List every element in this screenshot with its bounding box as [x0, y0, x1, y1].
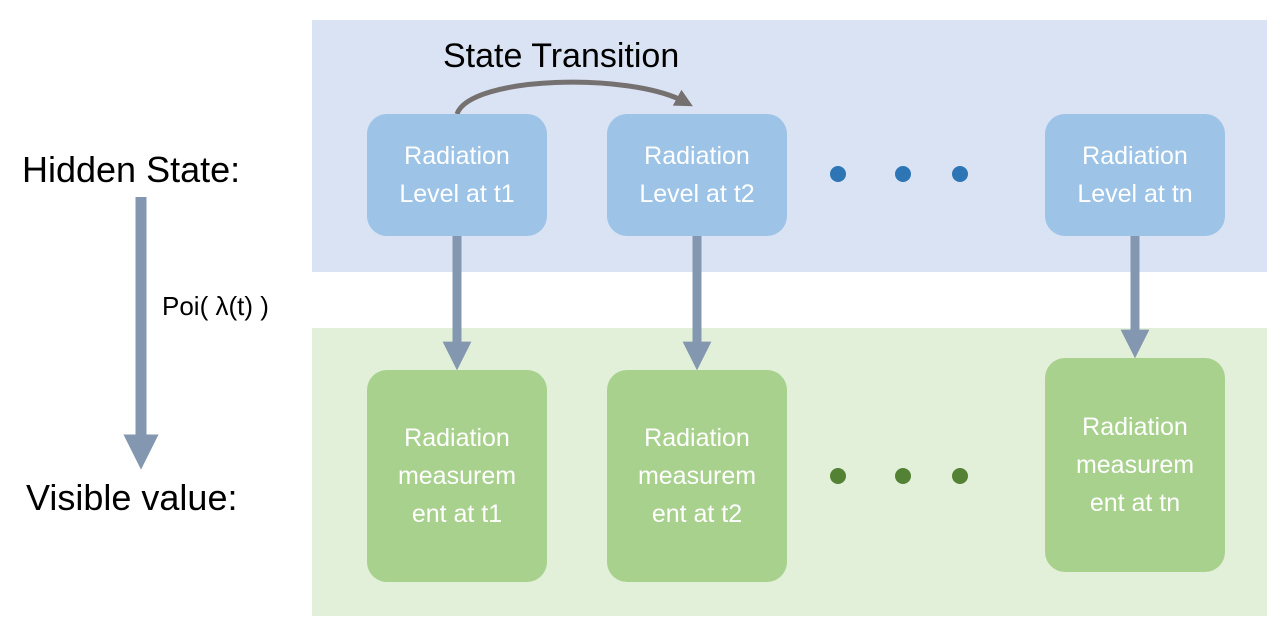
hidden-state-node-label: Radiation Level at tn	[1077, 142, 1193, 208]
visible-ellipsis-dot	[830, 468, 846, 484]
hidden-state-node-t1: Radiation Level at t1	[367, 114, 547, 236]
hidden-state-node-label: Radiation Level at t2	[639, 142, 755, 208]
state-transition-arrow	[454, 79, 693, 116]
visible-value-node-t1: Radiation measurem ent at t1	[367, 370, 547, 582]
hidden-ellipsis-dot	[952, 166, 968, 182]
visible-value-node-label: Radiation measurem ent at t1	[397, 424, 517, 528]
emission-distribution-label: Poi( λ(t) )	[162, 291, 269, 321]
visible-value-node-label: Radiation measurem ent at tn	[1075, 413, 1195, 517]
visible-value-node-tn: Radiation measurem ent at tn	[1045, 358, 1225, 572]
hidden-state-node-t2: Radiation Level at t2	[607, 114, 787, 236]
state-transition-label: State Transition	[443, 37, 680, 75]
visible-value-label: Visible value:	[26, 477, 238, 518]
visible-value-node-t2: Radiation measurem ent at t2	[607, 370, 787, 582]
hidden-state-node-tn: Radiation Level at tn	[1045, 114, 1225, 236]
visible-ellipsis-dot	[895, 468, 911, 484]
hidden-ellipsis-dot	[830, 166, 846, 182]
hidden-state-node-label: Radiation Level at t1	[399, 142, 515, 208]
visible-ellipsis-dot	[952, 468, 968, 484]
hidden-state-label: Hidden State:	[22, 149, 241, 190]
hidden-ellipsis-dot	[895, 166, 911, 182]
visible-value-node-label: Radiation measurem ent at t2	[637, 424, 757, 528]
